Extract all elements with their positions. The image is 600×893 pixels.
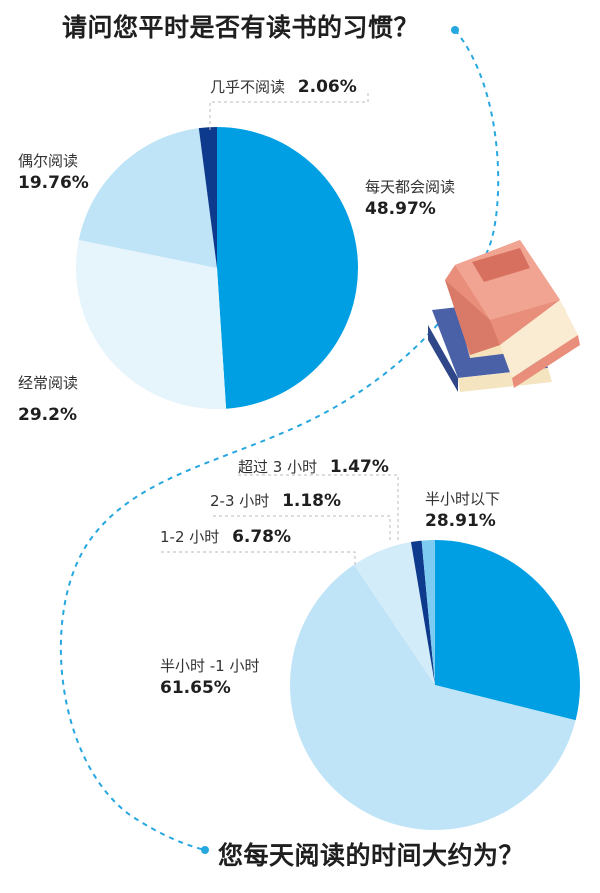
pie-slice-half-to-1h (290, 564, 576, 830)
label-rarely: 几乎不阅读 2.06% (210, 76, 357, 98)
label-often-text: 经常阅读 (18, 374, 79, 392)
leader-line-2-3h (210, 515, 391, 540)
label-occasionally-pct: 19.76% (18, 173, 89, 193)
label-daily-text: 每天都会阅读 (365, 178, 456, 196)
chart2-title: 您每天阅读的时间大约为？ (218, 841, 525, 870)
label-2-3h-text: 2-3 小时 (210, 492, 270, 510)
pie-slice-rarely (198, 127, 217, 268)
leader-line-1-2h (160, 551, 356, 565)
pie-chart-reading-habit (76, 127, 359, 409)
label-half-to-1h: 半小时 -1 小时 61.65% (160, 655, 260, 699)
label-1-2h-pct: 6.78% (232, 527, 292, 547)
label-often-pct: 29.2% (18, 405, 77, 425)
label-rarely-text: 几乎不阅读 (210, 78, 286, 96)
label-half-to-1h-pct: 61.65% (160, 678, 231, 698)
pie-slice-often (76, 240, 227, 409)
label-occasionally: 偶尔阅读 19.76% (18, 150, 89, 194)
label-under-half-hour-pct: 28.91% (425, 511, 496, 531)
label-over-3h-pct: 1.47% (329, 457, 389, 477)
label-daily: 每天都会阅读 48.97% (365, 176, 455, 220)
label-rarely-pct: 2.06% (297, 77, 357, 97)
label-over-3h-text: 超过 3 小时 (238, 458, 318, 476)
books-icon (428, 240, 580, 392)
label-2-3h: 2-3 小时 1.18% (210, 490, 341, 512)
pie-slice-occasionally (78, 128, 217, 268)
label-1-2h: 1-2 小时 6.78% (160, 526, 291, 548)
label-often: 经常阅读 29.2% (18, 372, 78, 426)
leader-line-rarely (209, 92, 369, 130)
label-2-3h-pct: 1.18% (282, 491, 342, 511)
dash-dot-bottom (201, 846, 209, 854)
pie-slice-1-2h (354, 542, 435, 685)
pie-slice-under-half-hour (435, 540, 580, 721)
pie-slice-over-3h (421, 540, 435, 685)
label-over-3h: 超过 3 小时 1.47% (238, 456, 389, 478)
label-under-half-hour-text: 半小时以下 (425, 490, 501, 508)
label-half-to-1h-text: 半小时 -1 小时 (160, 657, 260, 675)
label-daily-pct: 48.97% (365, 199, 436, 219)
label-1-2h-text: 1-2 小时 (160, 528, 220, 546)
dashed-connector (59, 29, 500, 851)
pie-chart-reading-time (290, 540, 580, 830)
pie-slice-2-3h (410, 540, 435, 685)
pie-slice-daily (217, 127, 359, 409)
label-occasionally-text: 偶尔阅读 (18, 152, 79, 170)
chart1-title: 请问您平时是否有读书的习惯？ (62, 13, 420, 42)
label-under-half-hour: 半小时以下 28.91% (425, 488, 500, 532)
dash-dot-top (451, 26, 459, 34)
